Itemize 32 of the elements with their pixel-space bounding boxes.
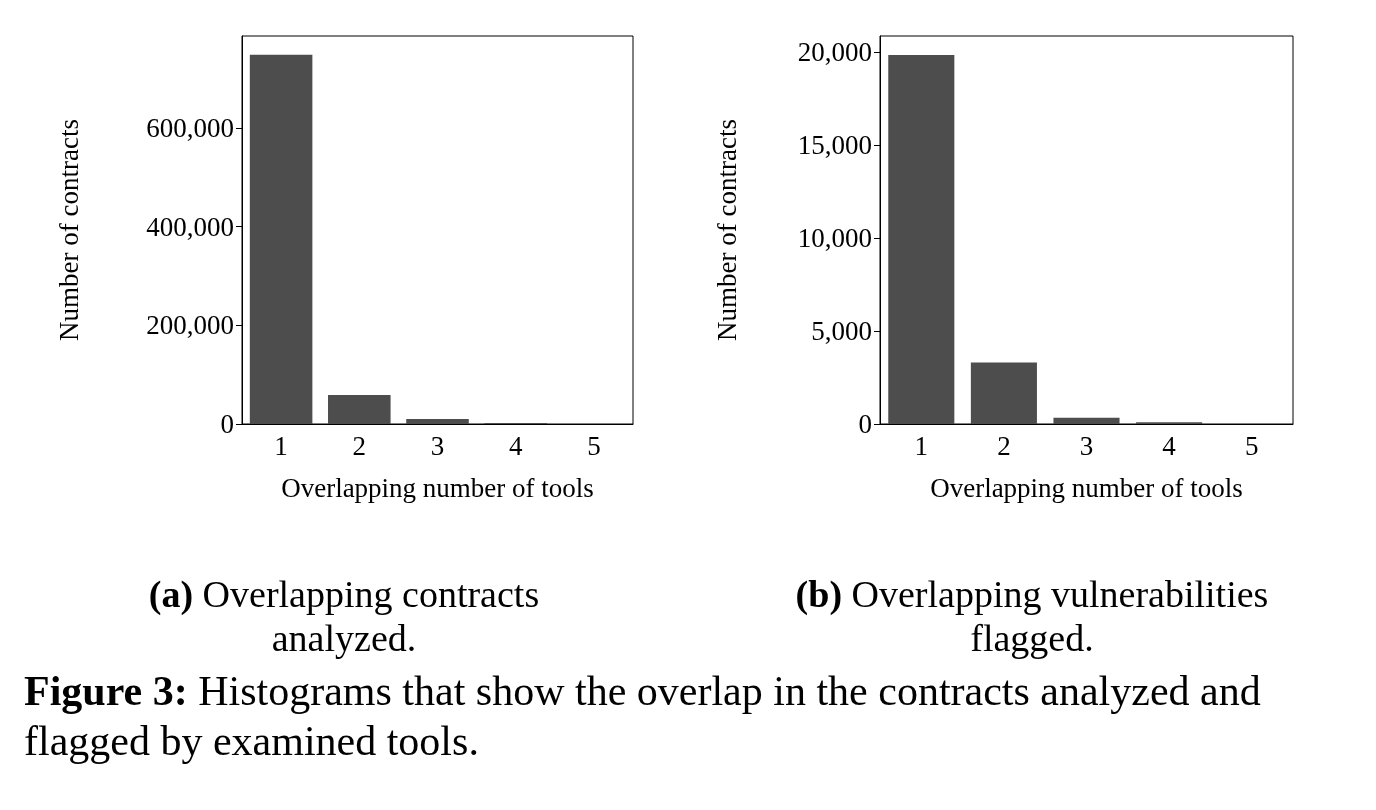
- bar: [328, 394, 391, 424]
- x-tick-label: 5: [587, 430, 601, 461]
- text: (a) Overlapping contracts analyzed.: [148, 573, 540, 659]
- y-tick-label: 15,000: [797, 130, 872, 160]
- bar: [1053, 417, 1120, 424]
- x-tick-label: 4: [1162, 430, 1177, 461]
- x-tick-label: 1: [274, 430, 288, 461]
- caption: Figure 3: Histograms that show the overlap in the contracts analyzed and flagged by examined tools.: [24, 668, 1261, 764]
- x-tick-label: 2: [997, 430, 1011, 461]
- y-tick-label: 5,000: [811, 316, 872, 346]
- text: (b) Overlapping vulnerabilities flagged.: [795, 573, 1269, 659]
- x-tick-label: 3: [1079, 430, 1094, 461]
- bar: [888, 54, 955, 424]
- y-tick-label: 600,000: [146, 112, 234, 143]
- y-tick-label: 200,000: [146, 310, 234, 341]
- x-axis-title: Overlapping number of tools: [930, 472, 1243, 503]
- y-axis-title: Number of contracts: [711, 119, 742, 341]
- y-tick-label: 10,000: [797, 223, 872, 253]
- x-axis-title: Overlapping number of tools: [281, 472, 594, 503]
- bar: [970, 362, 1037, 424]
- x-tick-label: 4: [508, 430, 523, 461]
- x-tick-label: 3: [430, 430, 445, 461]
- x-tick-label: 1: [914, 430, 929, 461]
- x-tick-label: 2: [352, 430, 367, 461]
- bar: [249, 54, 313, 424]
- y-axis-title: Number of contracts: [53, 119, 84, 341]
- y-tick-label: 0: [858, 409, 872, 439]
- y-tick-label: 0: [220, 409, 234, 439]
- x-tick-label: 5: [1244, 430, 1259, 461]
- y-tick-label: 400,000: [146, 211, 234, 242]
- y-tick-label: 20,000: [797, 37, 872, 67]
- bar: [406, 419, 469, 424]
